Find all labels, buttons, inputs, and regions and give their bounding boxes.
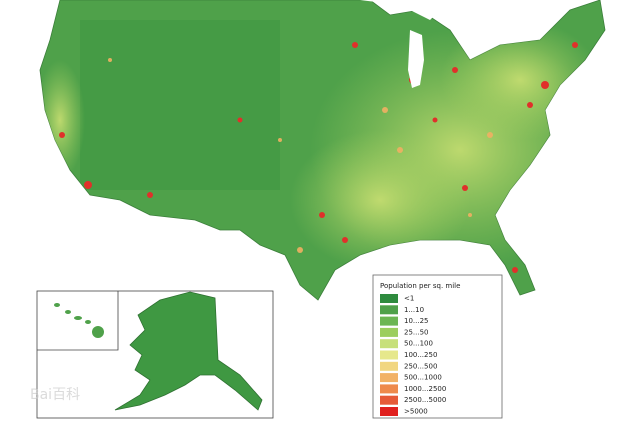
legend-swatch bbox=[380, 327, 398, 337]
legend-swatch bbox=[380, 339, 398, 349]
legend-label: <1 bbox=[404, 295, 414, 303]
legend-swatch bbox=[380, 384, 398, 394]
legend-label: 1...10 bbox=[404, 306, 424, 314]
legend-swatch bbox=[380, 373, 398, 383]
hawaii bbox=[54, 303, 104, 338]
legend-swatch bbox=[380, 350, 398, 360]
legend-label: 2500...5000 bbox=[404, 396, 446, 404]
legend-label: 250...500 bbox=[404, 362, 437, 370]
legend: Population per sq. mile <1 1...10 10...25 2… bbox=[372, 274, 503, 419]
legend-label: >5000 bbox=[404, 408, 428, 416]
legend-label: 500...1000 bbox=[404, 374, 442, 382]
legend-title: Population per sq. mile bbox=[380, 282, 460, 290]
alaska bbox=[114, 291, 263, 411]
legend-label: 1000...2500 bbox=[404, 385, 446, 393]
legend-label: 25...50 bbox=[404, 328, 429, 336]
legend-label: 50...100 bbox=[404, 340, 433, 348]
watermark: Bai百科 bbox=[30, 387, 80, 403]
legend-swatch bbox=[380, 407, 398, 416]
contiguous-us bbox=[39, 0, 606, 301]
legend-label: 100...250 bbox=[404, 351, 437, 359]
legend-label: 10...25 bbox=[404, 317, 429, 325]
legend-swatch bbox=[380, 305, 398, 315]
legend-swatch bbox=[380, 316, 398, 326]
legend-swatch bbox=[380, 294, 398, 303]
inset-frame bbox=[36, 290, 274, 419]
legend-swatch bbox=[380, 361, 398, 371]
legend-swatch bbox=[380, 395, 398, 405]
